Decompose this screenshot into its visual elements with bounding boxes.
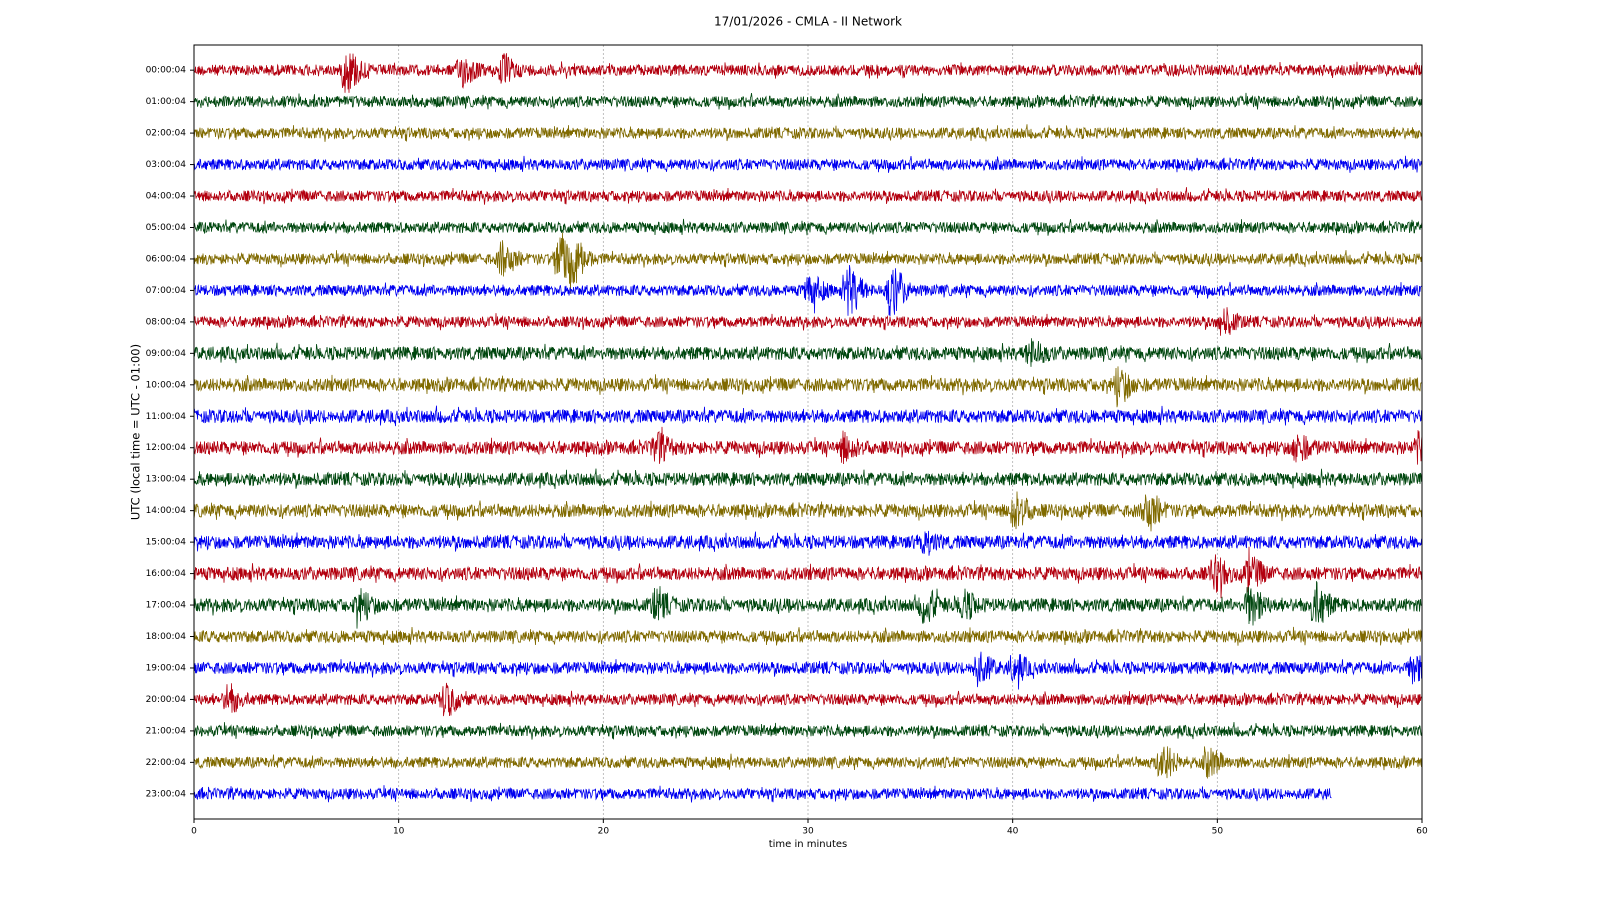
trace	[193, 307, 1423, 336]
y-tick-label: 19:00:04	[146, 663, 187, 673]
x-tick-label: 10	[393, 827, 405, 837]
y-tick-label: 23:00:04	[146, 789, 187, 799]
trace	[193, 746, 1423, 779]
y-tick-label: 06:00:04	[146, 254, 187, 264]
trace	[193, 626, 1423, 646]
trace	[193, 124, 1423, 142]
y-tick-label: 13:00:04	[146, 475, 187, 485]
trace	[193, 405, 1423, 427]
y-tick-label: 21:00:04	[146, 726, 187, 736]
y-tick-label: 18:00:04	[146, 632, 187, 642]
y-tick-label: 16:00:04	[146, 569, 187, 579]
y-tick-label: 01:00:04	[146, 97, 187, 107]
trace	[193, 232, 1423, 294]
trace	[193, 530, 1423, 556]
chart-title: 17/01/2026 - CMLA - II Network	[714, 15, 902, 29]
trace	[193, 218, 1423, 236]
x-tick-label: 20	[598, 827, 610, 837]
trace	[193, 155, 1423, 173]
trace	[193, 546, 1423, 599]
trace	[193, 722, 1423, 740]
y-tick-label: 15:00:04	[146, 538, 187, 548]
y-tick-label: 20:00:04	[146, 695, 187, 705]
trace	[193, 426, 1423, 465]
y-tick-label: 09:00:04	[146, 349, 187, 359]
y-tick-label: 12:00:04	[146, 443, 187, 453]
y-tick-label: 03:00:04	[146, 160, 187, 170]
y-tick-label: 08:00:04	[146, 317, 187, 327]
y-tick-label: 17:00:04	[146, 601, 187, 611]
trace	[193, 264, 1423, 317]
trace	[193, 53, 1423, 93]
trace	[193, 187, 1423, 205]
trace	[193, 581, 1423, 629]
trace	[193, 468, 1423, 490]
plot-area: 0 10 20 30 40 50 60 00:00:04 01:00:04 02:00:04 03:…	[146, 44, 1428, 837]
trace	[193, 366, 1423, 408]
x-tick-label: 50	[1212, 827, 1224, 837]
trace	[193, 682, 1423, 717]
y-tick-label: 10:00:04	[146, 380, 187, 390]
x-tick-label: 40	[1007, 827, 1019, 837]
y-tick-label: 22:00:04	[146, 758, 187, 768]
y-axis-label: UTC (local time = UTC - 01:00)	[129, 344, 143, 520]
trace	[193, 651, 1423, 690]
trace	[193, 338, 1423, 367]
x-tick-label: 30	[802, 827, 814, 837]
y-tick-label: 02:00:04	[146, 129, 187, 139]
y-tick-label: 00:00:04	[146, 66, 187, 76]
x-tick-label: 60	[1416, 827, 1428, 837]
trace	[193, 92, 1423, 111]
x-tick-label: 0	[191, 827, 197, 837]
y-tick-label: 04:00:04	[146, 192, 187, 202]
plot-frame	[193, 44, 1423, 820]
y-tick-label: 11:00:04	[146, 412, 187, 422]
y-tick-label: 07:00:04	[146, 286, 187, 296]
y-tick-label: 05:00:04	[146, 223, 187, 233]
trace	[193, 491, 1423, 532]
y-tick-label: 14:00:04	[146, 506, 187, 516]
trace	[193, 785, 1332, 803]
x-axis-label: time in minutes	[769, 839, 848, 850]
